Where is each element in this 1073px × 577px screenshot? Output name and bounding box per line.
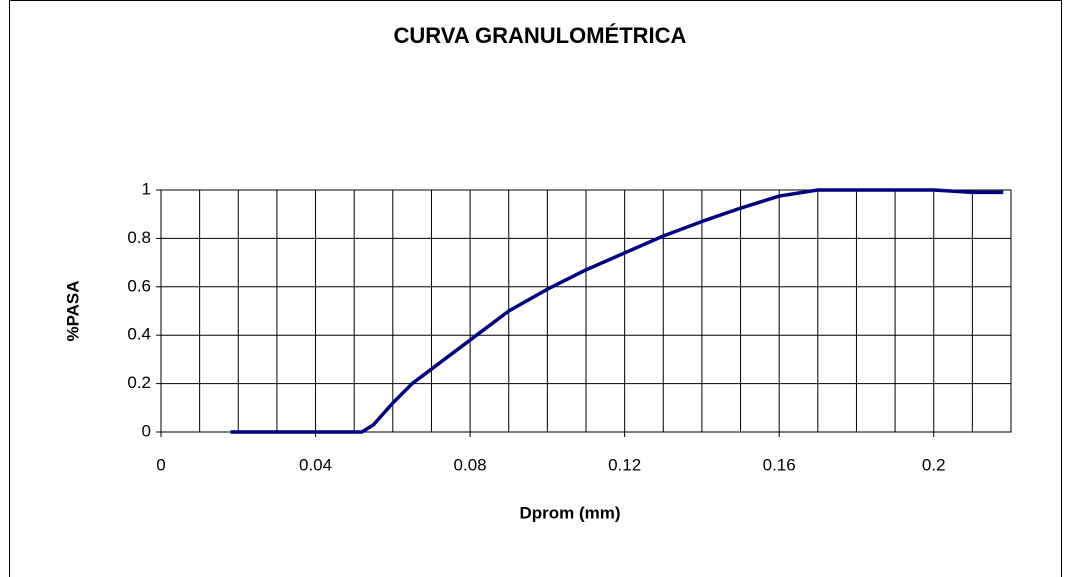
x-tick-label: 0.16 xyxy=(763,455,796,474)
y-tick-label: 0 xyxy=(142,421,151,440)
y-tick-label: 0.2 xyxy=(127,373,151,392)
y-tick-label: 0.4 xyxy=(127,325,151,344)
x-tick-label: 0.2 xyxy=(922,455,946,474)
y-tick-label: 0.6 xyxy=(127,276,151,295)
x-tick-label: 0.04 xyxy=(299,455,332,474)
chart-title: CURVA GRANULOMÉTRICA xyxy=(394,23,687,48)
x-axis-label: Dprom (mm) xyxy=(519,503,620,522)
y-tick-label: 0.8 xyxy=(127,228,151,247)
y-tick-label: 1 xyxy=(142,179,151,198)
x-tick-label: 0.12 xyxy=(608,455,641,474)
x-tick-label: 0.08 xyxy=(454,455,487,474)
data-line xyxy=(230,188,1004,434)
x-tick-label: 0 xyxy=(156,455,165,474)
y-axis-label: %PASA xyxy=(63,280,82,341)
